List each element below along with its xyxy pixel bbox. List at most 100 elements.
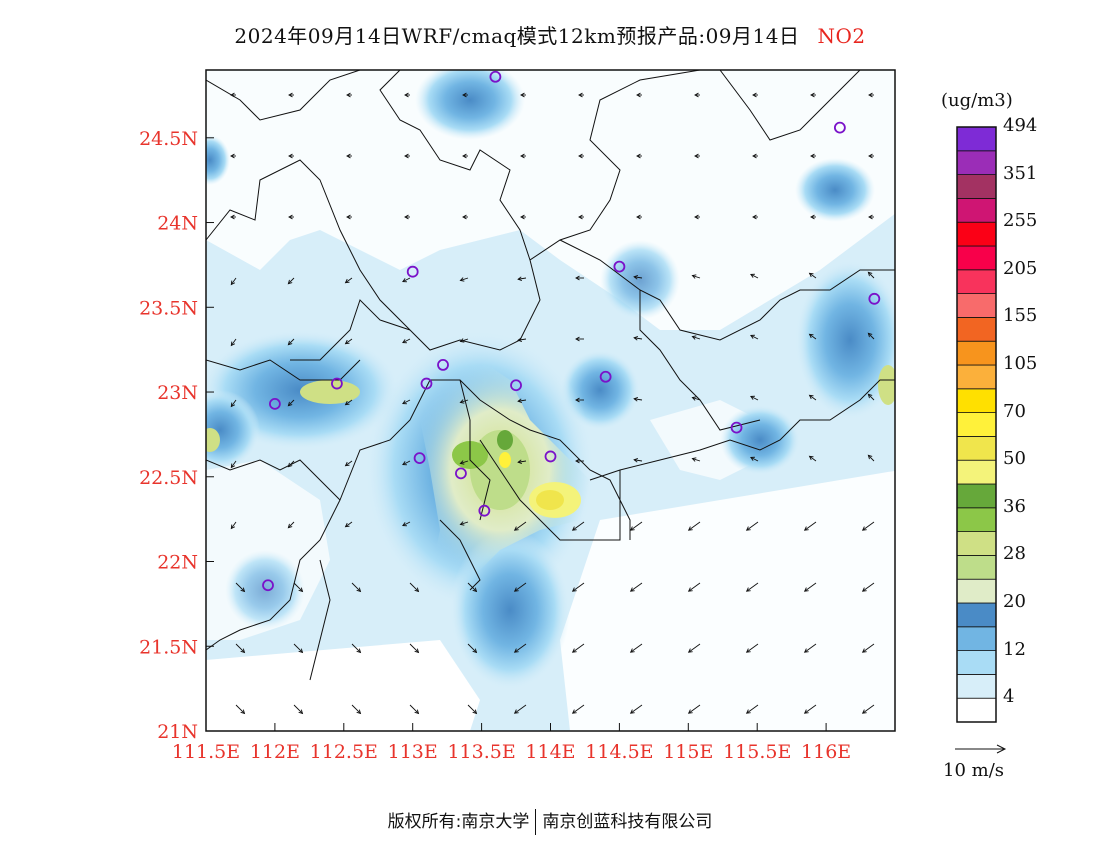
wind-arrow [230, 153, 236, 159]
colorbar-label: 205 [1003, 257, 1038, 279]
wind-arrow [346, 92, 352, 98]
wind-arrow [409, 704, 420, 715]
monitoring-station-marker [544, 450, 557, 463]
wind-arrow [861, 704, 875, 714]
colorbar-swatch [956, 650, 997, 675]
monitoring-station-marker [413, 452, 426, 465]
wind-arrow [288, 214, 294, 220]
wind-arrow [578, 92, 584, 98]
wind-arrow [520, 214, 526, 220]
wind-arrow [810, 153, 816, 159]
wind-arrow [517, 398, 527, 404]
wind-arrow [803, 521, 817, 531]
wind-arrow [629, 582, 643, 592]
wind-arrow [687, 521, 701, 531]
wind-arrow [351, 704, 362, 715]
monitoring-station-marker [613, 260, 626, 273]
colorbar-swatch [956, 174, 997, 199]
wind-arrow [230, 521, 237, 530]
wind-arrow [230, 399, 237, 408]
wind-arrow [351, 643, 362, 654]
lat-tick-label: 22.5N [139, 467, 198, 489]
colorbar-swatch [956, 483, 997, 509]
wind-arrow [287, 277, 295, 285]
colorbar-swatch [956, 245, 997, 271]
wind-arrow [513, 643, 527, 653]
colorbar-label: 12 [1003, 638, 1026, 660]
wind-arrow [636, 153, 642, 159]
colorbar-swatch [956, 435, 997, 461]
wind-arrow [235, 582, 246, 593]
wind-arrow [288, 153, 294, 159]
wind-arrow [404, 153, 410, 159]
wind-arrow [404, 92, 410, 98]
lon-tick-label: 115.5E [723, 741, 791, 763]
monitoring-station-marker [489, 70, 502, 83]
boundary-lines [206, 70, 895, 681]
wind-arrow [578, 214, 584, 220]
wind-arrow [750, 273, 759, 279]
colorbar-swatch [956, 388, 997, 413]
wind-arrow [578, 153, 584, 159]
wind-arrow [636, 214, 642, 220]
wind-reference-label: 10 m/s [943, 760, 1004, 781]
species-label: NO2 [817, 24, 866, 48]
lon-tick-label: 111.5E [172, 741, 240, 763]
colorbar-label: 36 [1003, 495, 1026, 517]
wind-arrow [687, 704, 701, 714]
monitoring-station-marker [478, 504, 491, 517]
colorbar-swatch [956, 364, 997, 390]
colorbar-frame [956, 126, 997, 723]
concentration-field [206, 70, 895, 731]
wind-arrow [633, 457, 643, 463]
wind-arrow [571, 582, 585, 592]
wind-arrow [344, 460, 353, 467]
monitoring-station-marker [331, 377, 343, 390]
copyright-text: 版权所有:南京大学 [387, 812, 530, 832]
wind-arrow [629, 643, 643, 653]
wind-arrow [288, 92, 294, 98]
colorbar-label: 351 [1003, 162, 1038, 184]
wind-arrow [694, 92, 700, 98]
wind-arrow [808, 272, 817, 279]
wind-arrow [752, 153, 758, 159]
colorbar-swatch [956, 269, 997, 294]
colorbar-swatch [956, 602, 997, 628]
company-name: 南京创蓝科技有限公司 [542, 812, 713, 832]
wind-arrow [404, 214, 410, 220]
lon-tick-label: 112.5E [310, 741, 378, 763]
wind-arrow [633, 335, 643, 341]
wind-arrow [803, 643, 817, 653]
lat-tick-label: 22N [157, 552, 198, 574]
wind-arrow [409, 582, 420, 593]
wind-arrow [517, 276, 527, 282]
wind-arrow [575, 458, 584, 464]
wind-arrow [750, 456, 759, 462]
wind-arrow [694, 214, 700, 220]
wind-arrow [861, 582, 875, 592]
colorbar-label: 4 [1003, 686, 1015, 708]
colorbar-swatch [956, 340, 997, 366]
wind-arrow [629, 704, 643, 714]
wind-arrow [344, 521, 353, 528]
wind-arrow [293, 643, 304, 654]
colorbar-swatch [956, 507, 997, 532]
wind-arrow [687, 582, 701, 592]
wind-vectors [230, 92, 875, 715]
colorbar-swatch [956, 150, 997, 176]
wind-arrow [344, 399, 353, 406]
wind-arrow [868, 214, 874, 220]
wind-arrow [467, 704, 478, 715]
colorbar-swatch [956, 126, 997, 152]
colorbar-unit: (ug/m3) [941, 90, 1013, 111]
wind-arrow [235, 704, 246, 715]
colorbar-label: 155 [1003, 305, 1038, 327]
wind-arrow [287, 521, 295, 529]
wind-arrow [230, 214, 236, 220]
wind-arrow [287, 399, 295, 407]
wind-arrow [402, 521, 411, 527]
wind-arrow [691, 457, 701, 462]
wind-arrow [235, 643, 246, 654]
wind-arrow [745, 643, 759, 653]
wind-arrow [513, 582, 527, 592]
